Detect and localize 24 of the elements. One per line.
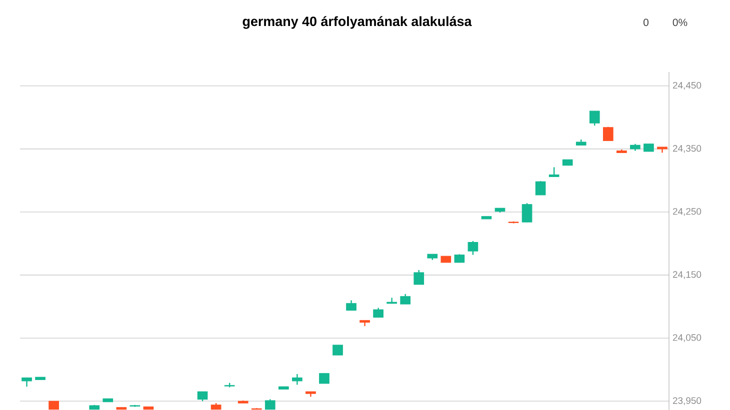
candlestick (535, 180, 546, 196)
y-tick-label: 24,250 (672, 208, 702, 216)
candlestick (468, 240, 478, 256)
candlestick (400, 293, 411, 305)
candlestick (522, 202, 532, 223)
candlestick (264, 398, 276, 410)
candlestick (414, 269, 424, 286)
candlestick (319, 372, 330, 384)
y-tick-label: 24,050 (672, 334, 702, 342)
text: 0% (672, 18, 688, 26)
candlestick (602, 126, 614, 142)
candlestick (197, 391, 208, 402)
text: 0 (643, 18, 648, 26)
candlestick (373, 307, 384, 318)
y-tick-label: 24,150 (672, 271, 702, 279)
candlestick (346, 300, 356, 311)
y-tick-label: 24,450 (672, 82, 702, 90)
y-tick-label: 24,350 (672, 144, 702, 153)
candlestick (332, 344, 343, 356)
y-tick-label: 23,950 (672, 397, 702, 405)
candlestick (589, 110, 600, 126)
candlestick (292, 373, 302, 386)
candlestick (548, 166, 560, 178)
chart-title: germany 40 árfolyamának alakulása (242, 16, 472, 29)
